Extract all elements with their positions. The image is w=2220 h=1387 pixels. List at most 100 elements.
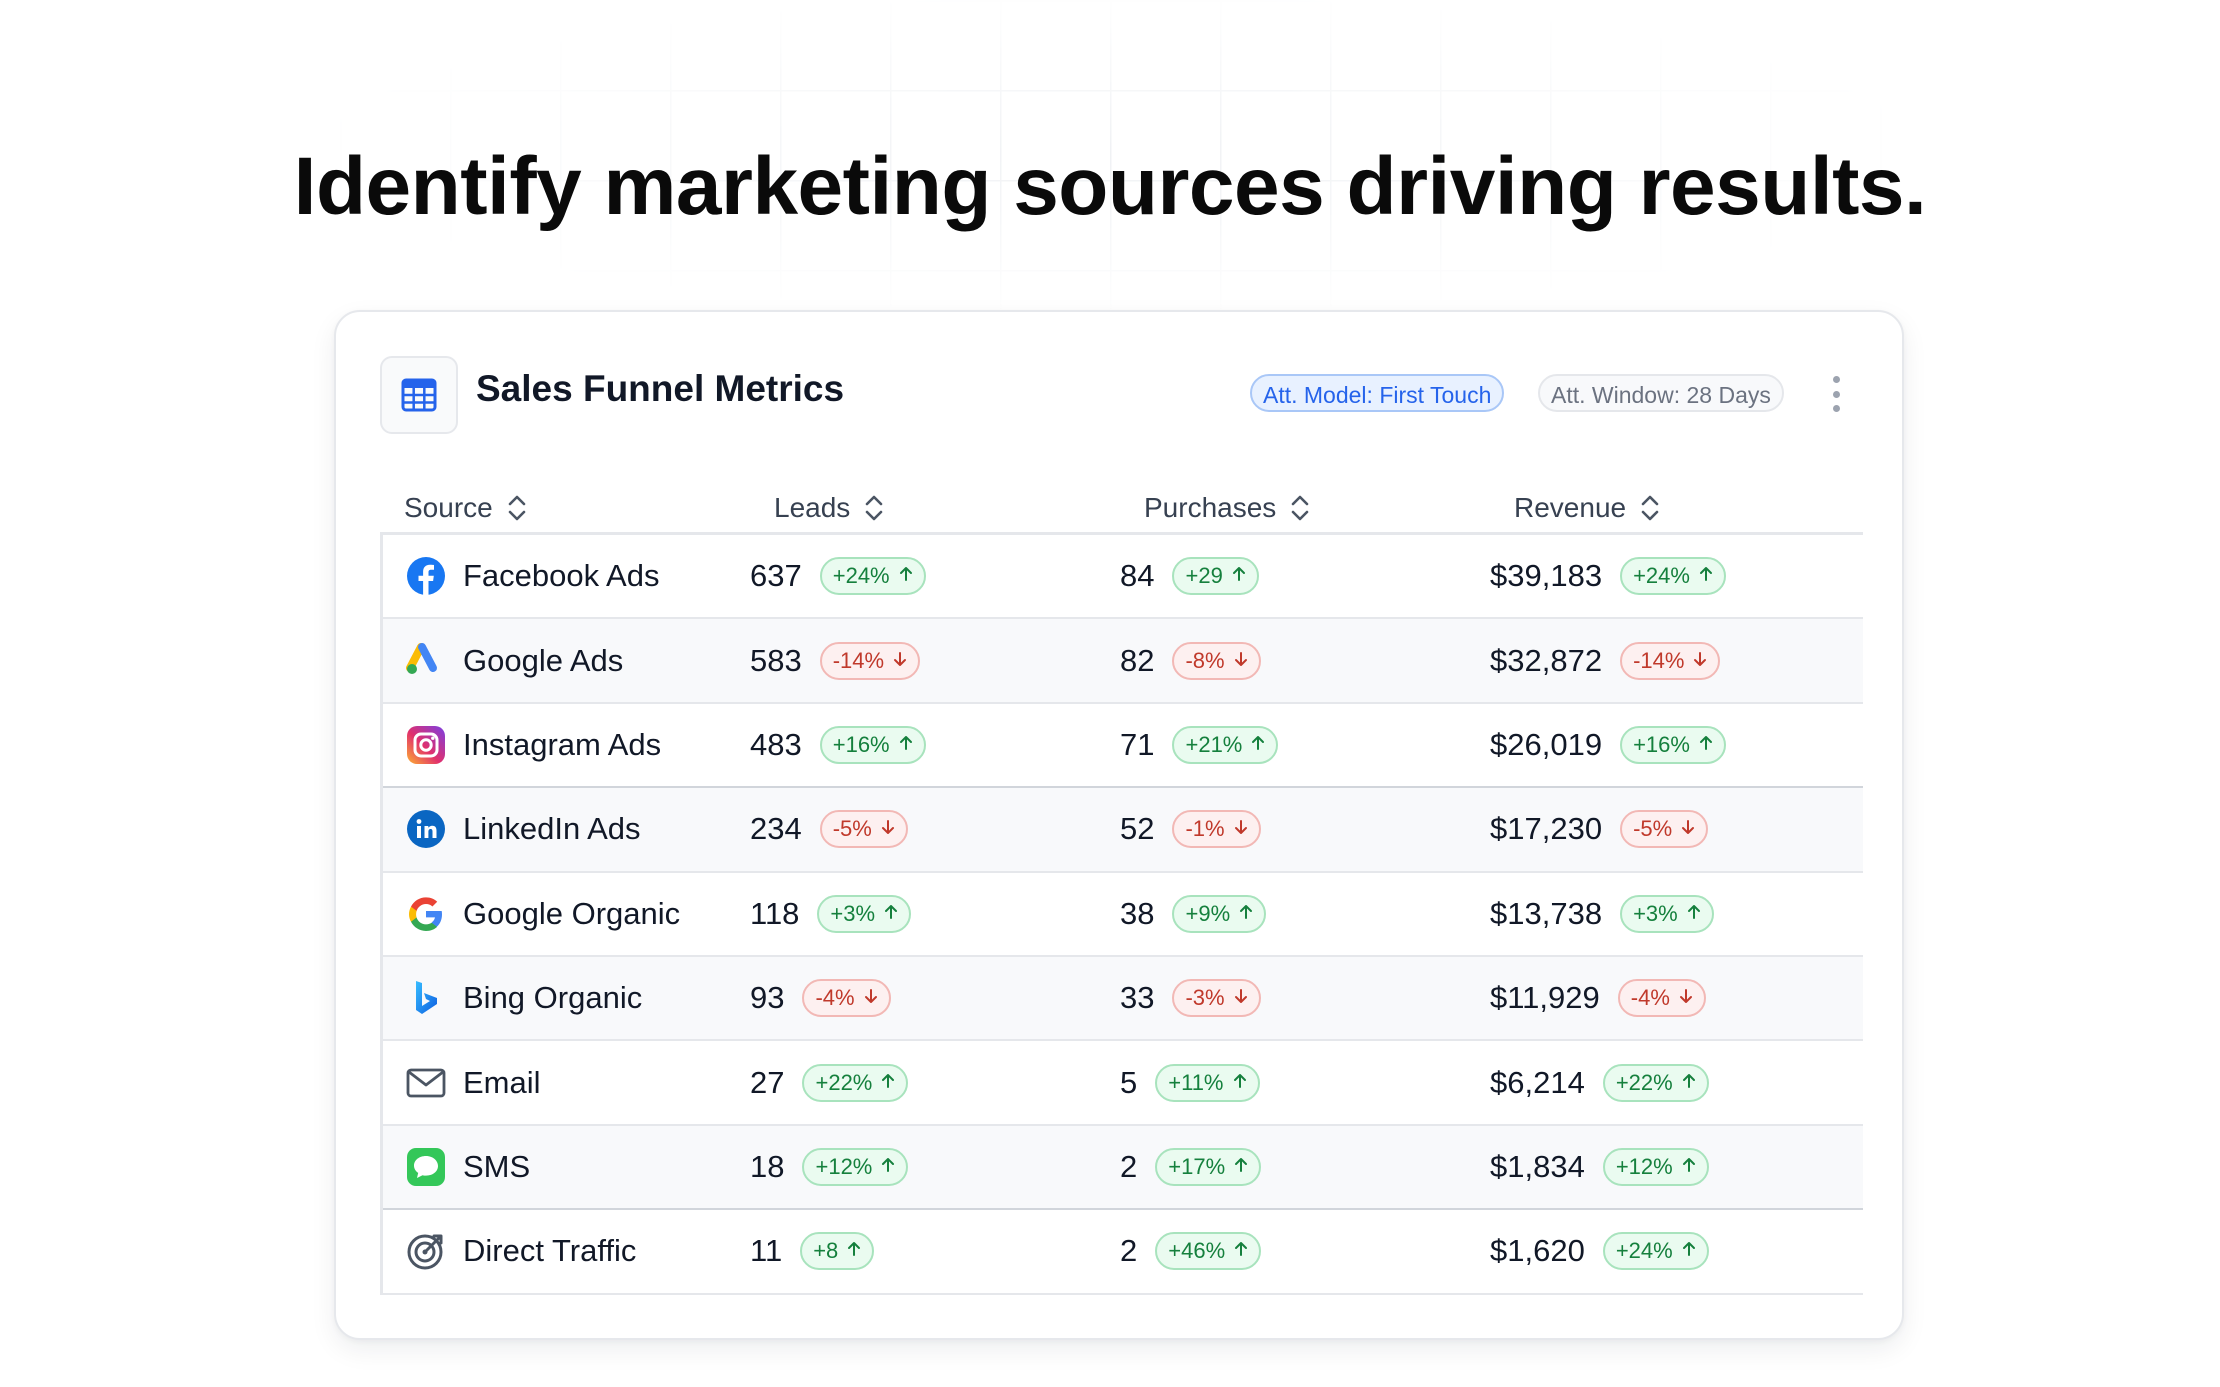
column-header-label: Leads — [774, 492, 851, 523]
table-row[interactable]: Facebook Ads 637 +24% 84 +29 $39,183 +24% — [383, 535, 1863, 620]
table-row[interactable]: LinkedIn Ads 234 -5% 52 -1% $17,230 -5% — [383, 788, 1863, 873]
purchases-value: 2 — [1120, 1148, 1138, 1184]
change-value: +16% — [832, 731, 890, 757]
change-value: -5% — [832, 816, 872, 842]
leads-cell: 483 +16% — [750, 704, 926, 786]
kebab-menu-icon[interactable] — [1824, 374, 1848, 414]
source-cell: Email — [405, 1041, 541, 1123]
source-label: Bing Organic — [463, 980, 643, 1016]
change-value: +46% — [1168, 1238, 1226, 1264]
revenue-value: $32,872 — [1490, 642, 1603, 678]
arrow-up-icon — [1234, 1232, 1248, 1270]
page-headline: Identify marketing sources driving resul… — [293, 141, 1927, 232]
attribution-model-badge[interactable]: Att. Model: First Touch — [1250, 374, 1505, 412]
table-row[interactable]: Google Organic 118 +3% 38 +9% $13,738 +3% — [383, 873, 1863, 957]
table-row[interactable]: Google Ads 583 -14% 82 -8% $32,872 -14% — [383, 619, 1863, 704]
arrow-down-icon — [881, 810, 895, 848]
source-label: Facebook Ads — [463, 558, 660, 594]
purchases-cell: 38 +9% — [1120, 873, 1267, 955]
revenue-change-badge: +24% — [1620, 557, 1726, 596]
revenue-cell: $26,019 +16% — [1490, 704, 1726, 786]
purchases-cell: 33 -3% — [1120, 957, 1261, 1039]
revenue-cell: $6,214 +22% — [1490, 1041, 1709, 1123]
purchases-value: 5 — [1120, 1064, 1138, 1100]
revenue-value: $39,183 — [1490, 558, 1603, 594]
leads-value: 18 — [750, 1148, 785, 1184]
change-value: +3% — [1633, 900, 1678, 926]
column-header-purchases[interactable]: Purchases — [1144, 480, 1310, 536]
background-grid — [340, 0, 1900, 310]
leads-cell: 583 -14% — [750, 619, 921, 701]
source-cell: Google Ads — [405, 619, 623, 701]
arrow-down-icon — [864, 979, 878, 1017]
change-value: -4% — [815, 985, 855, 1011]
arrow-down-icon — [893, 642, 907, 680]
direct-traffic-icon — [405, 1230, 447, 1272]
arrow-up-icon — [1687, 895, 1701, 933]
table-row[interactable]: Direct Traffic 11 +8 2 +46% $1,620 +24% — [383, 1210, 1863, 1295]
purchases-value: 84 — [1120, 558, 1155, 594]
revenue-change-badge: +16% — [1620, 725, 1726, 764]
revenue-value: $1,620 — [1490, 1233, 1585, 1269]
arrow-up-icon — [899, 726, 913, 764]
card-title: Sales Funnel Metrics — [476, 368, 845, 409]
sort-icon — [1641, 495, 1659, 521]
arrow-up-icon — [1232, 557, 1246, 595]
change-value: -14% — [832, 647, 885, 673]
arrow-up-icon — [881, 1148, 895, 1186]
arrow-down-icon — [1234, 642, 1248, 680]
table-row[interactable]: SMS 18 +12% 2 +17% $1,834 +12% — [383, 1125, 1863, 1211]
attribution-window-badge[interactable]: Att. Window: 28 Days — [1538, 374, 1784, 412]
source-label: Email — [463, 1064, 541, 1100]
leads-cell: 27 +22% — [750, 1041, 909, 1123]
change-value: +17% — [1168, 1153, 1226, 1179]
purchases-value: 38 — [1120, 895, 1155, 931]
change-value: +12% — [815, 1153, 873, 1179]
leads-change-badge: +3% — [817, 894, 912, 933]
source-label: Instagram Ads — [463, 726, 662, 762]
leads-change-badge: +12% — [802, 1147, 909, 1186]
revenue-value: $17,230 — [1490, 811, 1603, 847]
revenue-change-badge: +3% — [1620, 894, 1714, 933]
source-cell: SMS — [405, 1126, 530, 1208]
leads-cell: 18 +12% — [750, 1126, 909, 1208]
sort-icon — [865, 495, 883, 521]
revenue-cell: $17,230 -5% — [1490, 788, 1709, 870]
purchases-change-badge: +17% — [1155, 1147, 1262, 1186]
change-value: +22% — [1615, 1069, 1673, 1095]
leads-cell: 234 -5% — [750, 788, 908, 870]
leads-change-badge: -14% — [819, 641, 921, 680]
table-row[interactable]: Bing Organic 93 -4% 33 -3% $11,929 -4% — [383, 956, 1863, 1042]
change-value: +11% — [1168, 1069, 1224, 1095]
leads-cell: 93 -4% — [750, 957, 891, 1039]
linkedin-icon — [405, 808, 447, 850]
revenue-cell: $32,872 -14% — [1490, 619, 1721, 701]
column-header-source[interactable]: Source — [404, 480, 527, 536]
revenue-value: $6,214 — [1490, 1064, 1585, 1100]
arrow-up-icon — [1682, 1148, 1696, 1186]
arrow-down-icon — [1679, 979, 1693, 1017]
arrow-up-icon — [1234, 1148, 1248, 1186]
instagram-icon — [405, 724, 447, 766]
leads-value: 483 — [750, 726, 802, 762]
arrow-down-icon — [1234, 979, 1248, 1017]
email-icon — [405, 1062, 447, 1104]
facebook-icon — [405, 555, 447, 597]
source-cell: Instagram Ads — [405, 704, 661, 786]
change-value: +9% — [1185, 900, 1231, 926]
purchases-cell: 84 +29 — [1120, 535, 1259, 617]
leads-value: 93 — [750, 980, 785, 1016]
leads-cell: 118 +3% — [750, 873, 912, 955]
column-header-label: Purchases — [1144, 492, 1277, 523]
column-header-leads[interactable]: Leads — [774, 480, 884, 536]
arrow-down-icon — [1681, 810, 1695, 848]
column-header-revenue[interactable]: Revenue — [1514, 480, 1660, 536]
arrow-down-icon — [1234, 810, 1248, 848]
table-row[interactable]: Email 27 +22% 5 +11% $6,214 +22% — [383, 1041, 1863, 1126]
leads-cell: 637 +24% — [750, 535, 926, 617]
revenue-change-badge: +22% — [1602, 1063, 1709, 1102]
column-header-label: Revenue — [1514, 492, 1627, 523]
leads-value: 27 — [750, 1064, 785, 1100]
purchases-cell: 82 -8% — [1120, 619, 1261, 701]
table-row[interactable]: Instagram Ads 483 +16% 71 +21% $26,019 +16% — [383, 704, 1863, 789]
